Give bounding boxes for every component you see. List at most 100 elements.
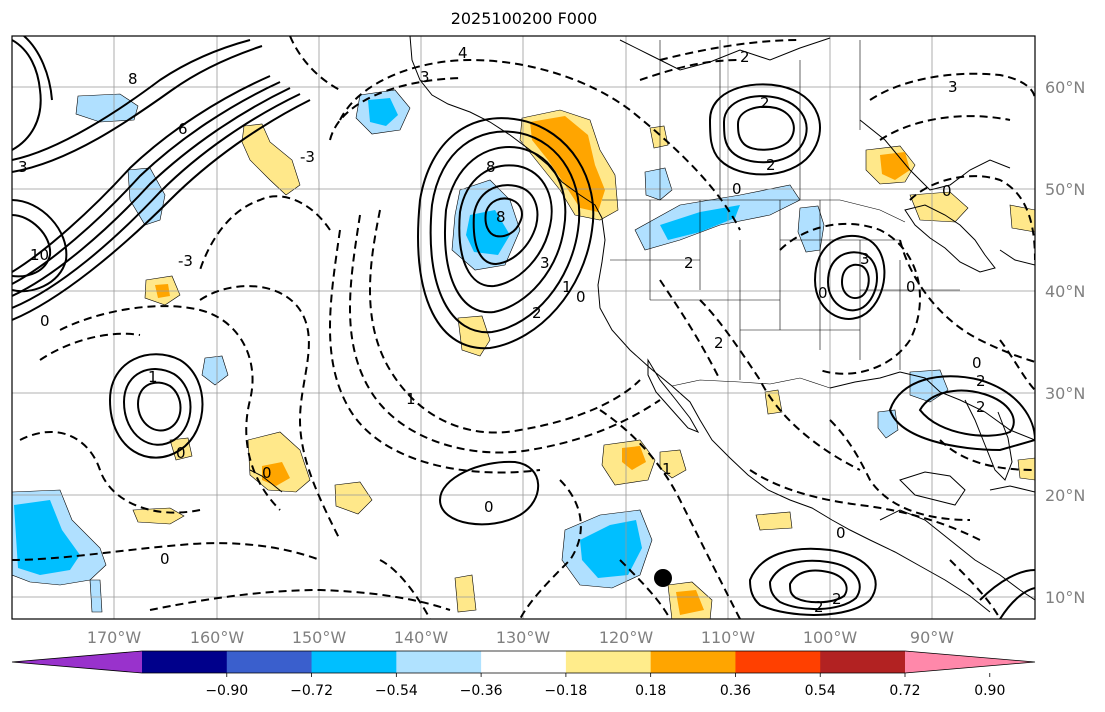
shade-pos-blob — [334, 481, 373, 515]
colorbar-outline — [11, 650, 1036, 674]
colorbar-tick-label: −0.36 — [460, 683, 503, 699]
colorbar-segment — [396, 651, 482, 673]
contour-dashed-13 — [599, 409, 741, 619]
colorbar-segment — [226, 651, 313, 673]
contour-ridge-4 — [458, 164, 553, 288]
shade-pos-core — [622, 446, 646, 470]
contour-canada-high-2 — [722, 95, 808, 164]
contour-pac-high-2 — [122, 368, 192, 446]
contour-label: 2 — [766, 156, 776, 174]
colorbar-segment — [311, 651, 397, 673]
contour-sw-gulf-2 — [918, 389, 1015, 437]
contour-west-low — [12, 199, 68, 293]
canada-islands — [619, 37, 831, 71]
colorbar-segment — [820, 651, 906, 673]
colorbar-tick-label: 0.72 — [889, 683, 920, 699]
east-coast — [999, 249, 1035, 266]
lon-label: 90°W — [910, 628, 954, 647]
contour-dashed-14 — [699, 299, 861, 471]
location-marker — [654, 569, 672, 587]
contour-label: 1 — [562, 278, 572, 296]
lon-label: 170°W — [87, 628, 142, 647]
contour-label: 8 — [486, 158, 496, 176]
contour-canada-high — [708, 83, 821, 176]
colorbar-tick-label: −0.18 — [544, 683, 587, 699]
shade-pos-core — [880, 152, 910, 180]
contour-sw-gulf — [888, 375, 1035, 452]
contour-label: 0 — [40, 312, 50, 330]
contour-ridge-6 — [484, 197, 523, 238]
colorbar-tick-label: −0.54 — [375, 683, 418, 699]
lat-label: 60°N — [1045, 78, 1085, 97]
gulf-coast — [829, 371, 1035, 441]
contour-plains-high — [813, 234, 886, 320]
contour-ridge-3 — [444, 146, 567, 314]
lon-label: 150°W — [292, 628, 347, 647]
contour-label: 2 — [740, 48, 750, 66]
contour-label: 2 — [684, 254, 694, 272]
contour-ridge-5 — [472, 184, 539, 266]
contour-dashed-10 — [149, 588, 451, 611]
contour-dashed-11 — [379, 559, 431, 619]
lon-label: 140°W — [394, 628, 449, 647]
contour-ridge-1 — [417, 117, 595, 350]
florida — [964, 399, 1013, 481]
state-lines — [610, 200, 960, 380]
contour-label: 1 — [662, 460, 672, 478]
contour-nw-corner-2 — [23, 36, 53, 101]
contour-pac-high — [108, 353, 204, 459]
contour-dashed-30 — [949, 559, 1001, 619]
colorbar-extend-high — [905, 651, 1035, 673]
contour-dashed-18 — [899, 239, 1035, 363]
lon-label: 130°W — [496, 628, 551, 647]
colorbar-tick-label: 0.90 — [974, 683, 1005, 699]
colorbar-tick-label: 0.36 — [720, 683, 751, 699]
contour-dashed-5 — [199, 285, 341, 541]
contour-label: 0 — [176, 444, 186, 462]
contour-label: -3 — [178, 252, 193, 270]
contour-dashed-1 — [329, 77, 461, 141]
canada-provinces — [659, 40, 861, 200]
contour-subtrop — [438, 460, 540, 526]
contour-west-jet-3 — [12, 87, 291, 297]
colorbar: −0.90 −0.72 −0.54 −0.36 −0.18 0.18 0.36 0.54 0.7… — [11, 650, 1036, 699]
contour-label: -3 — [300, 148, 315, 166]
lat-label: 50°N — [1045, 180, 1085, 199]
shade-pos-blob — [241, 123, 301, 196]
contour-label: 8 — [128, 70, 138, 88]
shade-pos-blob — [909, 191, 969, 223]
contour-dashed-8 — [19, 430, 201, 514]
shade-pos-blob — [659, 449, 687, 479]
contour-label: 4 — [458, 44, 468, 62]
contour-dashed-17 — [909, 175, 1035, 261]
contour-dashed-29 — [619, 559, 671, 619]
contour-dashed-3 — [349, 214, 661, 454]
colorbar-tick-label: −0.72 — [290, 683, 333, 699]
contour-dashed-20 — [879, 115, 1011, 141]
contour-label: 2 — [760, 94, 770, 112]
colorbar-segment — [565, 651, 652, 673]
contour-e-pac-low-2 — [768, 559, 861, 610]
contour-label: 0 — [906, 278, 916, 296]
contours-solid — [12, 36, 1035, 619]
colorbar-segment — [650, 651, 736, 673]
contour-label: 0 — [836, 524, 846, 542]
contour-label: 10 — [30, 246, 49, 264]
contour-dashed-26 — [999, 339, 1035, 391]
contour-e-pac-low-3 — [788, 569, 848, 604]
contour-label: 2 — [814, 598, 824, 616]
contour-dashed-23 — [829, 419, 971, 521]
contour-label: 2 — [976, 398, 986, 416]
contour-label: 2 — [976, 372, 986, 390]
contour-label: 3 — [18, 158, 28, 176]
shade-pos-core — [262, 462, 290, 486]
contour-plains-high-3 — [840, 263, 870, 300]
colorbar-extend-low — [12, 651, 142, 673]
contour-label: 1 — [406, 390, 416, 408]
contour-label: 1 — [148, 368, 158, 386]
contour-label: 0 — [262, 464, 272, 482]
hawaii — [249, 469, 283, 493]
baja — [647, 358, 700, 433]
longitude-labels: 170°W 160°W 150°W 140°W 130°W 120°W 110°… — [87, 628, 954, 647]
